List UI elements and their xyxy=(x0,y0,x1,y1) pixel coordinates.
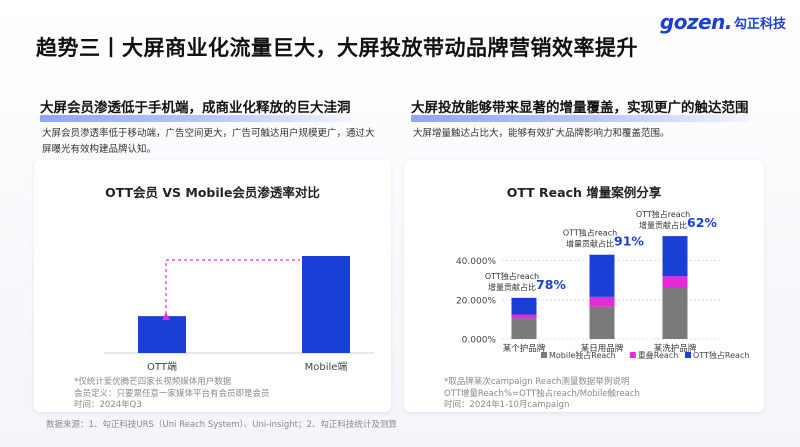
stack-segment-0 xyxy=(511,318,537,339)
callout-label: 增量贡献占比 xyxy=(566,239,614,249)
x-tick-label: 某日用品牌 xyxy=(581,343,624,354)
logo-mark: gozen. xyxy=(659,10,733,34)
callout-label: OTT独占reach xyxy=(485,271,539,281)
callout-label: 增量贡献占比 xyxy=(488,282,536,292)
y-tick-label: 0.000% xyxy=(462,336,497,346)
x-tick-label: 某个护品牌 xyxy=(503,343,546,354)
right-description: 大屏增量触达占比大，能够有效扩大品牌影响力和覆盖范围。 xyxy=(413,128,670,139)
right-chart-title: OTT Reach 增量案例分享 xyxy=(506,185,662,200)
left-heading-text: 大屏会员渗透低于手机端，成商业化释放的巨大洼洞 xyxy=(40,100,351,116)
logo-name: 勾正科技 xyxy=(733,16,786,32)
x-tick-label: OTT端 xyxy=(147,360,177,373)
bar-1 xyxy=(302,256,350,353)
right-note-2: OTT增量Reach%=OTT独占reach/Mobile触reach xyxy=(444,388,640,399)
left-chart-title: OTT会员 VS Mobile会员渗透率对比 xyxy=(105,185,320,200)
legend-swatch xyxy=(629,352,636,358)
right-heading-text: 大屏投放能够带来显著的增量覆盖，实现更广的触达范围 xyxy=(411,100,749,116)
callout-value: 78% xyxy=(536,277,566,292)
x-tick-label: Mobile端 xyxy=(305,360,348,373)
left-chart-card: OTT会员 VS Mobile会员渗透率对比 OTT端 Mobile端 *仅统计爱… xyxy=(34,160,391,412)
right-note-3: 时间：2024年1-10月campaign xyxy=(444,400,570,410)
stack-segment-0 xyxy=(589,306,615,339)
stack-segment-0 xyxy=(662,288,688,339)
callout-label: OTT独占reach xyxy=(563,228,617,238)
heading-underline xyxy=(40,115,351,122)
penetration-chart: OTT端 Mobile端 xyxy=(104,256,374,373)
left-section-heading: 大屏会员渗透低于手机端，成商业化释放的巨大洼洞 xyxy=(40,96,351,122)
right-chart-card: OTT Reach 增量案例分享 0.000% 20.000% 40.000% OTT… xyxy=(404,160,764,412)
y-tick-label: 20.000% xyxy=(456,296,496,306)
legend-label: 重叠Reach xyxy=(638,350,679,360)
stack-segment-2 xyxy=(511,297,537,315)
legend-label: OTT独占Reach xyxy=(693,350,749,360)
annotation-arrowhead xyxy=(162,312,170,321)
legend-swatch xyxy=(541,352,547,358)
x-tick-label: 某洗护品牌 xyxy=(654,343,697,354)
right-section-heading: 大屏投放能够带来显著的增量覆盖，实现更广的触达范围 xyxy=(411,96,749,122)
stack-segment-2 xyxy=(589,254,615,297)
left-note-2: 会员定义：只要票任意一家媒体平台有会员即是会员 xyxy=(74,388,270,399)
callout-value: 62% xyxy=(687,215,717,230)
stack-segment-2 xyxy=(662,236,688,277)
left-note-1: *仅统计爱优腾芒四家长视频媒体用户数据 xyxy=(74,377,232,387)
left-note-3: 时间：2024年Q3 xyxy=(74,400,142,410)
legend-swatch xyxy=(685,352,691,358)
left-description: 大屏会员渗透率低于移动端，广告空间更大，广告可触达用户规模更广，通过大屏曝光有效… xyxy=(42,128,375,155)
callout-label: OTT独占reach xyxy=(636,209,690,219)
y-tick-label: 40.000% xyxy=(456,257,496,267)
callout-value: 91% xyxy=(614,234,644,249)
right-note-1: *取品牌某次campaign Reach测量数据举例说明 xyxy=(444,377,630,387)
left-notes: *仅统计爱优腾芒四家长视频媒体用户数据 会员定义：只要票任意一家媒体平台有会员即… xyxy=(74,377,270,412)
page-title: 趋势三丨大屏商业化流量巨大，大屏投放带动品牌营销效率提升 xyxy=(36,36,638,60)
callout-label: 增量贡献占比 xyxy=(639,220,687,230)
heading-underline xyxy=(411,115,749,122)
stack-segment-1 xyxy=(662,276,688,289)
legend-label: Mobile独占Reach xyxy=(549,350,616,360)
stack-segment-1 xyxy=(511,314,537,319)
right-notes: *取品牌某次campaign Reach测量数据举例说明 OTT增量Reach%… xyxy=(444,377,640,412)
brand-logo: gozen. 勾正科技 xyxy=(660,10,786,34)
bar-0 xyxy=(138,316,186,353)
data-source-footer: 数据来源：1、勾正科技URS（Uni Reach System）、Uni-ins… xyxy=(46,420,397,430)
stack-segment-1 xyxy=(589,296,615,307)
